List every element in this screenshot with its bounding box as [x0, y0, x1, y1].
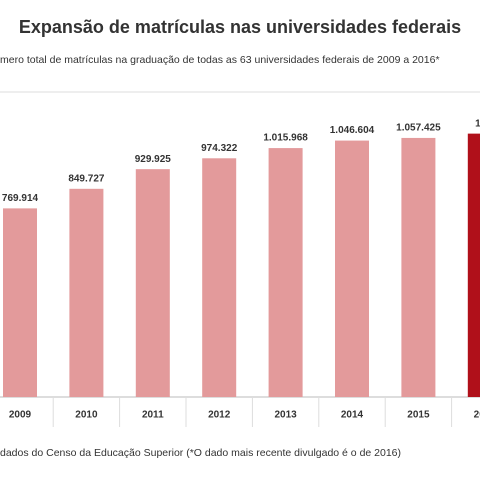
x-tick-label: 2009: [9, 410, 32, 421]
value-label: 769.914: [2, 193, 39, 204]
value-label: 974.322: [201, 143, 238, 154]
value-label: 849.727: [68, 173, 105, 184]
x-tick-label: 2012: [208, 410, 231, 421]
chart-title: Expansão de matrículas nas universidades…: [19, 17, 461, 37]
x-tick-label: 2011: [142, 410, 164, 421]
bar: [135, 169, 170, 397]
bar: [268, 148, 303, 397]
bar: [401, 137, 436, 397]
x-tick-label: 2010: [75, 410, 98, 421]
bar: [3, 208, 37, 397]
bar: [202, 158, 237, 397]
bar: [335, 140, 369, 397]
bar: [69, 188, 104, 397]
x-tick-label: 2014: [341, 410, 364, 421]
x-tick-label: 2016: [474, 410, 480, 421]
x-tick-label: 2015: [407, 410, 430, 421]
value-label: 1.046.604: [330, 125, 375, 136]
value-label: 1.07: [475, 118, 480, 129]
bar: [467, 133, 480, 397]
chart-subtitle: mero total de matrículas na graduação de…: [0, 54, 440, 66]
x-tick-label: 2013: [274, 410, 297, 421]
value-label: 1.015.968: [263, 133, 308, 144]
source-note: dados do Censo da Educação Superior (*O …: [0, 447, 401, 459]
value-label: 929.925: [135, 154, 172, 165]
value-label: 1.057.425: [396, 123, 441, 134]
